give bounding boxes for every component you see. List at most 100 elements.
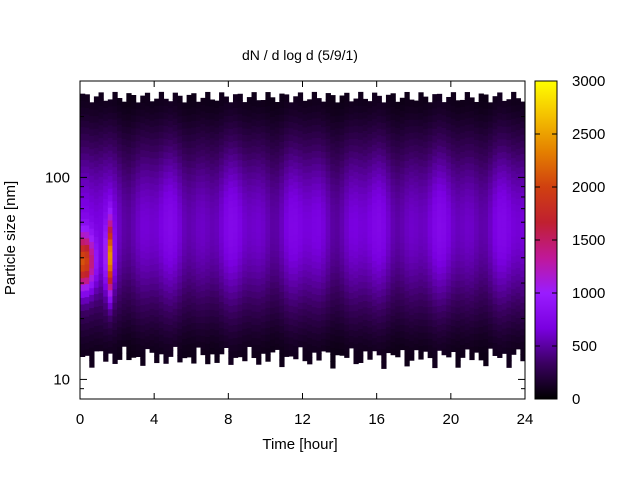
heatmap-cell: [186, 94, 192, 103]
heatmap-cell: [385, 217, 392, 225]
heatmap-cell: [520, 211, 525, 219]
heatmap-cell: [464, 335, 470, 344]
heatmap-cell: [492, 264, 498, 272]
heatmap-cell: [325, 144, 331, 152]
heatmap-cell: [432, 100, 438, 109]
heatmap-cell: [149, 201, 155, 209]
heatmap-cell: [418, 152, 424, 160]
heatmap-cell: [103, 204, 109, 212]
heatmap-cell: [348, 280, 355, 287]
heatmap-cell: [274, 238, 280, 245]
heatmap-cell: [381, 128, 387, 137]
heatmap-cell: [367, 210, 373, 218]
heatmap-cell: [367, 178, 373, 186]
heatmap-cell: [293, 194, 299, 202]
heatmap-cell: [464, 201, 470, 209]
heatmap-cell: [288, 305, 294, 313]
heatmap-cell: [177, 102, 183, 110]
heatmap-cell: [121, 309, 127, 317]
heatmap-cell: [270, 116, 276, 124]
heatmap-cell: [404, 358, 410, 367]
heatmap-cell: [432, 285, 438, 293]
heatmap-cell: [474, 277, 480, 284]
heatmap-cell: [200, 219, 206, 227]
heatmap-cell: [520, 250, 525, 258]
heatmap-cell: [334, 278, 341, 286]
heatmap-cell: [325, 338, 331, 347]
heatmap-cell: [307, 132, 313, 140]
heatmap-cell: [154, 296, 160, 304]
heatmap-cell: [469, 195, 475, 203]
heatmap-cell: [98, 92, 104, 100]
heatmap-cell: [339, 277, 345, 285]
heatmap-cell: [205, 268, 211, 276]
heatmap-cell: [483, 243, 489, 251]
heatmap-cell: [274, 163, 280, 171]
heatmap-cell: [256, 179, 262, 187]
heatmap-cell: [474, 264, 480, 272]
heatmap-cell: [107, 137, 114, 145]
heatmap-cell: [497, 178, 503, 186]
heatmap-cell: [325, 280, 331, 288]
heatmap-cell: [195, 340, 202, 348]
heatmap-cell: [372, 305, 378, 313]
heatmap-cell: [330, 231, 336, 239]
heatmap-cell: [297, 321, 304, 329]
heatmap-cell: [506, 99, 512, 107]
heatmap-cell: [209, 175, 216, 183]
heatmap-cell: [251, 284, 257, 292]
heatmap-cell: [372, 221, 378, 229]
heatmap-cell: [135, 261, 141, 269]
heatmap-cell: [288, 203, 294, 211]
heatmap-cell: [172, 175, 178, 183]
heatmap: [80, 91, 525, 369]
heatmap-cell: [214, 205, 220, 213]
heatmap-cell: [274, 324, 280, 332]
heatmap-cell: [474, 339, 480, 347]
heatmap-cell: [135, 204, 141, 211]
heatmap-cell: [98, 305, 104, 313]
heatmap-cell: [209, 207, 216, 215]
heatmap-cell: [474, 170, 480, 178]
heatmap-cell: [478, 273, 484, 281]
heatmap-cell: [455, 120, 461, 128]
heatmap-cell: [330, 163, 336, 171]
heatmap-cell: [279, 243, 285, 252]
heatmap-cell: [460, 299, 466, 307]
heatmap-cell: [126, 159, 132, 167]
heatmap-cell: [520, 282, 525, 290]
heatmap-cell: [441, 140, 447, 147]
heatmap-cell: [469, 307, 475, 315]
heatmap-cell: [423, 102, 429, 110]
heatmap-cell: [432, 203, 438, 211]
heatmap-cell: [302, 107, 308, 115]
heatmap-cell: [427, 178, 433, 186]
heatmap-cell: [265, 314, 271, 322]
heatmap-cell: [84, 185, 90, 193]
heatmap-cell: [93, 185, 100, 193]
heatmap-cell: [98, 195, 104, 203]
heatmap-cell: [404, 269, 410, 278]
heatmap-cell: [372, 124, 378, 132]
heatmap-cell: [270, 97, 276, 105]
heatmap-cell: [506, 179, 512, 187]
heatmap-cell: [501, 208, 508, 216]
heatmap-cell: [98, 137, 104, 145]
heatmap-cell: [246, 265, 253, 273]
heatmap-cell: [297, 327, 304, 335]
heatmap-cell: [172, 314, 178, 322]
heatmap-cell: [501, 271, 508, 279]
heatmap-cell: [344, 139, 350, 147]
heatmap-cell: [348, 138, 355, 146]
heatmap-cell: [302, 354, 308, 362]
x-tick-label: 12: [294, 411, 311, 428]
heatmap-cell: [385, 127, 392, 135]
heatmap-cell: [501, 340, 508, 348]
heatmap-cell: [279, 270, 285, 279]
heatmap-cell: [450, 215, 457, 223]
heatmap-cell: [237, 264, 243, 272]
heatmap-cell: [321, 182, 327, 190]
heatmap-cell: [98, 144, 104, 152]
heatmap-cell: [372, 189, 378, 197]
heatmap-cell: [232, 265, 239, 273]
